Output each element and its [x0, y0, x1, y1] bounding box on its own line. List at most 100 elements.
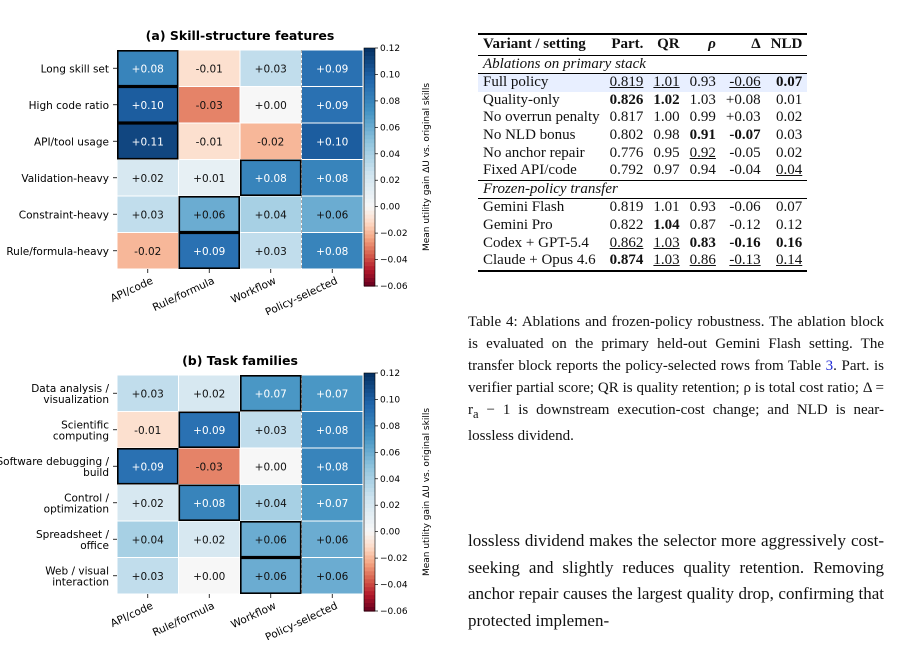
best-cell-outline [240, 159, 302, 197]
cell-variant: Codex + GPT-5.4 [483, 234, 589, 251]
cell-variant: No NLD bonus [483, 126, 576, 143]
cell-qr: 0.97 [653, 162, 680, 179]
colorbar-segment [364, 488, 375, 493]
cell-qr: 1.01 [648, 73, 685, 92]
best-cell-outline [240, 557, 302, 595]
heatmap-cell [239, 411, 302, 449]
cell-variant: No anchor repair [483, 144, 585, 161]
colorbar-segment [364, 476, 375, 481]
colorbar-segment [364, 48, 375, 53]
colorbar-segment [364, 95, 375, 101]
cell-value-label: +0.00 [193, 571, 225, 583]
column-label: Workflow [229, 600, 278, 631]
cell-delta: -0.06 [729, 199, 761, 216]
colorbar-segment [364, 182, 375, 188]
cell-value-label: -0.02 [134, 246, 161, 258]
cell-delta: -0.13 [720, 252, 766, 272]
colorbar-segment [364, 412, 375, 418]
colorbar-segment [364, 139, 375, 144]
colorbar-segment [364, 119, 375, 124]
colorbar-segment [364, 194, 375, 200]
heatmap-cell [301, 447, 364, 485]
colorbar-segment [364, 103, 375, 109]
ablation-table: Variant / setting Part. QR ρ Δ NLD Ablat… [478, 33, 808, 272]
cell-value-label: +0.07 [255, 388, 287, 400]
cell-nld: 0.14 [765, 252, 808, 272]
colorbar-segment [364, 436, 375, 442]
cell-value-label: +0.08 [132, 63, 164, 75]
caption-subscript: a [473, 407, 479, 421]
colorbar-segment [364, 575, 375, 580]
cell-delta: -0.07 [729, 126, 761, 143]
cell-value-label: +0.06 [316, 571, 348, 583]
cell-value-label: -0.01 [196, 63, 223, 75]
colorbar-segment [364, 202, 375, 208]
cell-value-label: +0.03 [132, 209, 164, 221]
heatmap-cell [239, 557, 302, 595]
heatmap-cell [239, 232, 302, 270]
colorbar-segment [364, 135, 375, 140]
heatmap-cell [301, 86, 364, 124]
cell-value-label: +0.00 [255, 100, 287, 112]
colorbar-segment [364, 107, 375, 113]
cell-value-label: +0.03 [132, 388, 164, 400]
colorbar-tick-label: 0.02 [380, 501, 400, 511]
colorbar-tick-label: −0.06 [380, 607, 408, 617]
cell-value-label: -0.03 [196, 100, 223, 112]
cell-nld: 0.03 [776, 126, 803, 143]
cell-rho: 0.83 [689, 234, 716, 251]
colorbar-tick-label: 0.12 [380, 369, 400, 379]
colorbar-segment [364, 274, 375, 279]
cell-value-label: +0.07 [316, 498, 348, 510]
cell-value-label: +0.02 [132, 498, 164, 510]
colorbar-tick-label: 0.06 [380, 123, 400, 133]
colorbar-segment [364, 222, 375, 228]
colorbar-tick-label: 0.02 [380, 176, 400, 186]
colorbar-segment [364, 258, 375, 263]
cell-part: 0.874 [604, 252, 649, 272]
row-label: Web / visual [45, 565, 109, 577]
colorbar-segment [364, 404, 375, 410]
colorbar-segment [364, 115, 375, 120]
cell-qr: 1.03 [648, 252, 685, 272]
column-label: API/code [109, 275, 155, 305]
table-row: Fixed API/code 0.792 0.97 0.94 -0.04 0.0… [478, 162, 807, 180]
heatmap-a-svg: (a) Skill-structure features +0.08 -0.01 +0… [6, 28, 432, 319]
cell-variant: Quality-only [483, 91, 560, 108]
best-cell-outline [178, 232, 241, 270]
heatmap-cell [116, 232, 179, 270]
colorbar-segment [364, 218, 375, 224]
cell-value-label: +0.04 [255, 498, 287, 510]
colorbar-segment [364, 282, 375, 287]
colorbar-segment [364, 67, 375, 73]
best-cell-outline [178, 484, 241, 522]
colorbar-tick-label: 0.00 [380, 203, 400, 213]
caption-text-2: . Part. is verifier partial score; QR is… [468, 358, 884, 418]
table-caption: Table 4: Ablations and frozen-policy rob… [468, 311, 884, 447]
colorbar-segment [364, 591, 375, 596]
colorbar-segment [364, 480, 375, 485]
colorbar-segment [364, 460, 375, 465]
cell-value-label: +0.04 [255, 209, 287, 221]
table-ref-link[interactable]: 3 [825, 358, 834, 374]
row-label: Constraint-heavy [19, 209, 109, 221]
table-row: No NLD bonus 0.802 0.98 0.91 -0.07 0.03 [478, 127, 807, 145]
cell-value-label: +0.07 [316, 388, 348, 400]
colorbar-segment [364, 270, 375, 275]
column-label: Rule/formula [151, 600, 217, 639]
best-cell-outline [117, 49, 179, 87]
colorbar-segment [364, 210, 375, 216]
section-transfer: Frozen-policy transfer [478, 179, 808, 200]
colorbar-tick-label: 0.10 [380, 70, 400, 80]
colorbar-segment [364, 262, 375, 267]
heatmap-cell [116, 484, 179, 522]
cell-variant: No overrun penalty [483, 109, 600, 126]
cell-rho: 0.92 [689, 144, 716, 161]
colorbar-segment [364, 87, 375, 93]
cell-delta: -0.04 [729, 162, 761, 179]
row-label: interaction [52, 576, 109, 588]
colorbar-segment [364, 531, 375, 537]
column-label: Rule/formula [151, 275, 217, 314]
colorbar-segment [364, 127, 375, 132]
cell-value-label: +0.04 [132, 534, 164, 546]
